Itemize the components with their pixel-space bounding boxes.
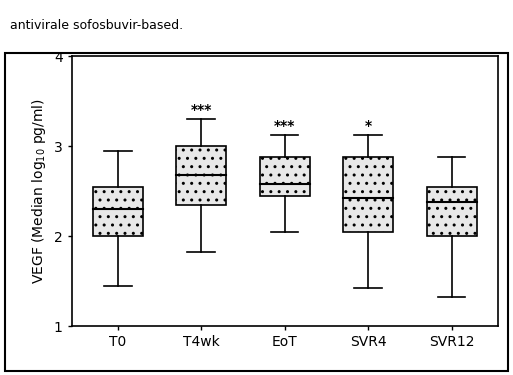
- Text: *: *: [365, 119, 372, 133]
- Bar: [176, 146, 226, 205]
- Bar: [427, 187, 477, 236]
- Bar: [343, 157, 393, 232]
- Text: ***: ***: [274, 119, 295, 133]
- Text: antivirale sofosbuvir-based.: antivirale sofosbuvir-based.: [10, 19, 183, 32]
- Text: ***: ***: [190, 102, 212, 117]
- Bar: [260, 157, 310, 196]
- Y-axis label: VEGF (Median log$_{10}$ pg/ml): VEGF (Median log$_{10}$ pg/ml): [30, 98, 48, 284]
- Bar: [93, 187, 143, 236]
